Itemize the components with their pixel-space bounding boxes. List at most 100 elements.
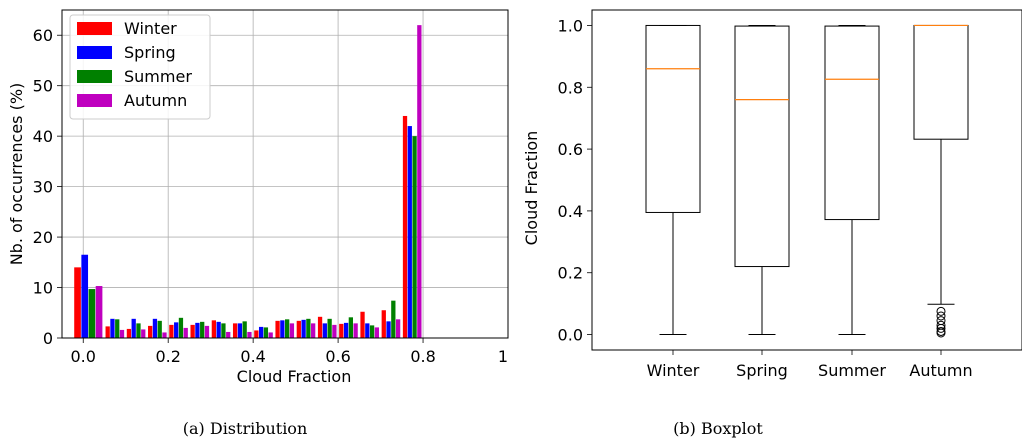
boxplot-ylabel: Cloud Fraction (522, 131, 541, 246)
y-tick-label: 40 (33, 127, 53, 146)
box-winter (645, 24, 701, 213)
bar-winter-bin-14 (381, 310, 386, 338)
legend-swatch-autumn (77, 94, 112, 107)
x-tick-label: 0.8 (410, 347, 435, 366)
legend-box (69, 14, 211, 120)
bar-summer-bin-0 (88, 289, 96, 338)
bar-spring-bin-6 (216, 321, 221, 338)
bar-spring-bin-15 (407, 126, 412, 338)
bar-autumn-bin-11 (332, 324, 337, 338)
bar-autumn-bin-12 (353, 323, 358, 338)
x-tick-label-winter: Winter (647, 361, 700, 380)
legend-label-spring: Spring (124, 43, 176, 62)
x-tick-label: 0.0 (71, 347, 96, 366)
box-autumn-outlier (936, 320, 946, 330)
y-tick-label: 10 (33, 279, 53, 298)
y-tick-label: 0.8 (558, 78, 583, 97)
bar-winter-bin-2 (126, 328, 132, 338)
bar-autumn-bin-8 (268, 332, 273, 338)
bar-spring-bin-2 (131, 318, 136, 338)
bar-winter-bin-8 (254, 330, 259, 338)
bar-spring-bin-14 (386, 321, 391, 338)
box-spring (734, 25, 790, 268)
bar-winter-bin-0 (74, 267, 81, 338)
legend-swatch-winter (77, 22, 112, 35)
y-tick-label: 0.6 (558, 140, 583, 159)
caption-boxplot: (b) Boxplot (673, 419, 763, 438)
bar-winter-bin-15 (402, 115, 408, 338)
bar-winter-bin-13 (360, 311, 365, 338)
bar-spring-bin-7 (237, 323, 243, 338)
y-tick-label: 0.4 (558, 202, 583, 221)
box-autumn (913, 24, 969, 140)
bar-autumn-bin-13 (374, 327, 380, 338)
bar-summer-bin-7 (242, 321, 247, 338)
bar-spring-bin-8 (258, 326, 264, 338)
bar-summer-bin-11 (327, 318, 332, 338)
box-autumn-outlier (936, 326, 946, 336)
bar-autumn-bin-7 (247, 331, 252, 338)
x-tick-label-spring: Spring (736, 361, 788, 380)
bar-autumn-bin-4 (183, 327, 188, 338)
box-autumn-outlier (936, 306, 946, 316)
bar-summer-bin-2 (136, 323, 141, 338)
bar-spring-bin-0 (81, 254, 89, 338)
x-tick-label: 1 (498, 347, 508, 366)
bar-spring-bin-11 (322, 323, 327, 338)
box-autumn-outlier (936, 311, 946, 321)
x-tick-label-autumn: Autumn (909, 361, 972, 380)
bar-autumn-bin-0 (95, 286, 103, 338)
legend-swatch-summer (77, 70, 112, 83)
bar-summer-bin-6 (221, 323, 226, 338)
bar-spring-bin-3 (152, 318, 158, 338)
bar-spring-bin-12 (343, 322, 349, 338)
bar-spring-bin-4 (174, 322, 179, 338)
boxplot-axes-frame (591, 9, 1022, 351)
legend-label-autumn: Autumn (124, 91, 187, 110)
bar-winter-bin-6 (211, 320, 217, 338)
bar-autumn-bin-9 (289, 323, 295, 338)
x-tick-label: 0.6 (325, 347, 350, 366)
bar-spring-bin-9 (280, 320, 285, 338)
bar-summer-bin-8 (263, 327, 269, 338)
y-tick-label: 1.0 (558, 16, 583, 35)
boxplot-panel: 0.0 0.2 0.4 0.6 0.8 1.0 Winter Spring Summer Autu… (522, 9, 1022, 380)
bar-summer-bin-13 (369, 325, 375, 338)
y-tick-label: 30 (33, 178, 53, 197)
bar-winter-bin-12 (339, 323, 344, 338)
x-tick-label: 0.4 (240, 347, 265, 366)
bar-autumn-bin-1 (119, 329, 125, 338)
bar-summer-bin-14 (391, 300, 396, 338)
bar-summer-bin-4 (178, 317, 184, 338)
distribution-ylabel: Nb. of occurrences (%) (7, 83, 26, 266)
bar-summer-bin-9 (285, 319, 290, 338)
bar-autumn-bin-15 (417, 25, 422, 339)
bar-spring-bin-1 (110, 318, 115, 338)
bar-spring-bin-5 (195, 322, 200, 338)
y-tick-label: 0 (43, 329, 53, 348)
bar-summer-bin-15 (412, 136, 417, 338)
bar-winter-bin-11 (317, 316, 323, 338)
bar-winter-bin-10 (296, 320, 301, 338)
distribution-xlabel: Cloud Fraction (237, 367, 352, 386)
bar-autumn-bin-2 (141, 329, 146, 338)
bar-winter-bin-3 (148, 325, 153, 338)
bar-autumn-bin-3 (162, 332, 167, 338)
bar-winter-bin-7 (232, 323, 238, 338)
bar-autumn-bin-10 (311, 323, 316, 338)
y-tick-label: 50 (33, 77, 53, 96)
legend-swatch-spring (77, 46, 112, 59)
bar-summer-bin-3 (157, 320, 162, 338)
bar-winter-bin-9 (275, 320, 280, 338)
bar-winter-bin-1 (105, 326, 110, 338)
bar-winter-bin-5 (190, 324, 195, 338)
caption-distribution: (a) Distribution (183, 419, 308, 438)
bar-summer-bin-5 (200, 321, 205, 338)
y-tick-label: 60 (33, 26, 53, 45)
distribution-axes-frame (61, 9, 509, 339)
x-tick-label: 0.2 (155, 347, 180, 366)
bar-autumn-bin-5 (204, 325, 210, 338)
